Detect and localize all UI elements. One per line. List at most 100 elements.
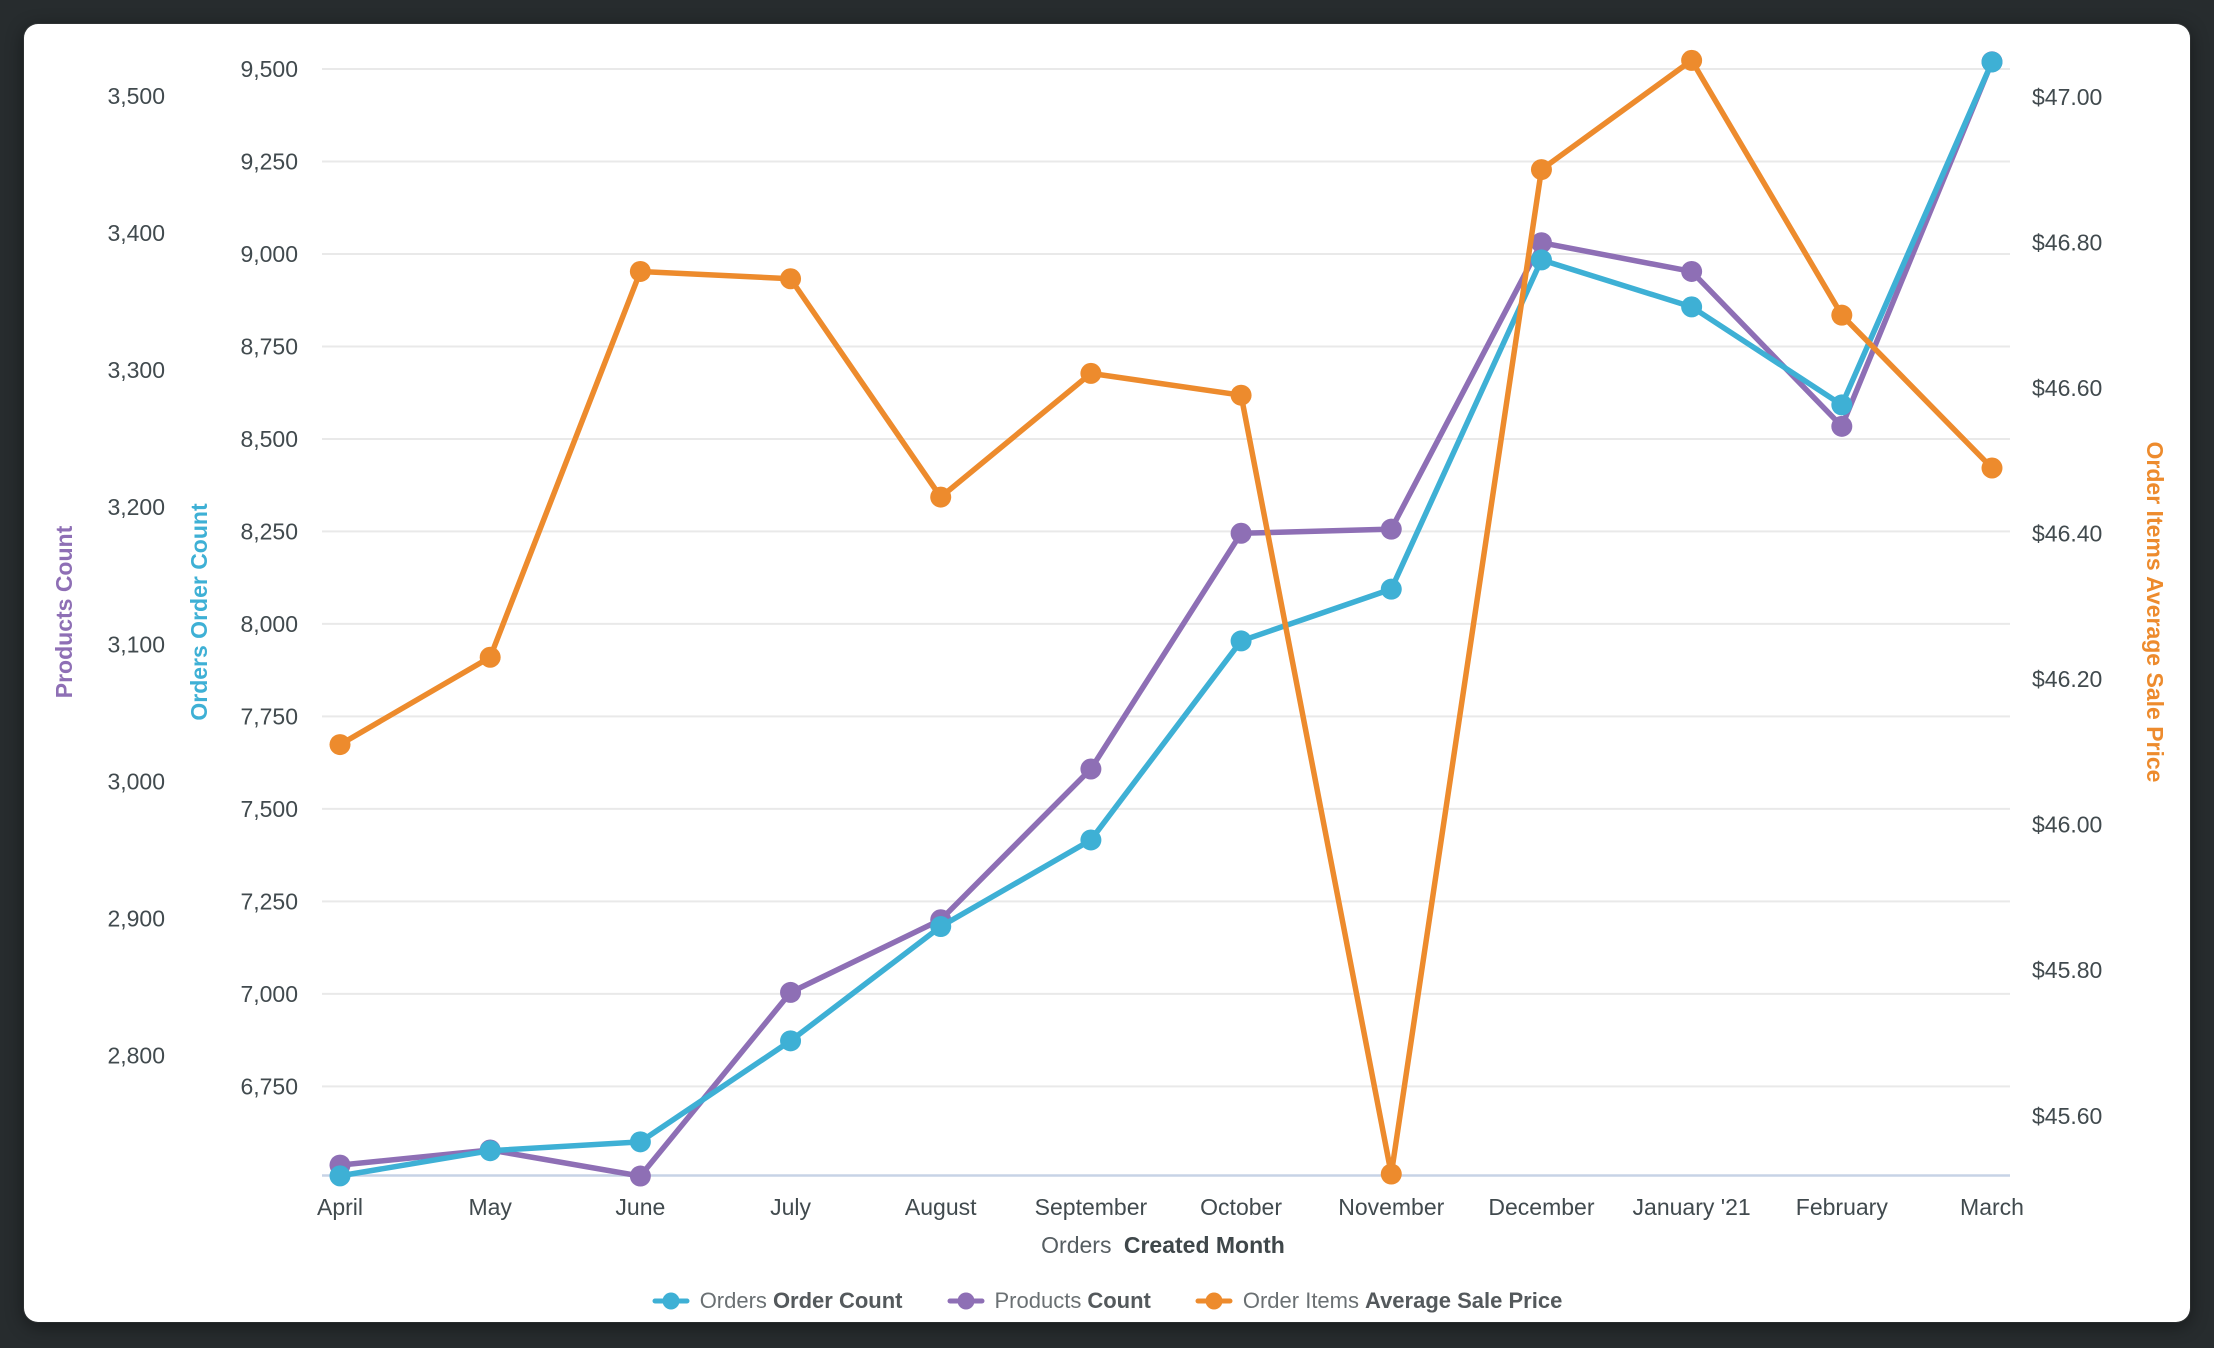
products-axis-tick-label: 3,000 bbox=[107, 768, 165, 794]
data-point-count[interactable] bbox=[329, 1165, 351, 1187]
price-axis-tick-label: $45.80 bbox=[2032, 957, 2102, 983]
count-axis-tick-label: 8,250 bbox=[240, 518, 298, 544]
data-point-price[interactable] bbox=[1080, 362, 1102, 384]
series-layer bbox=[329, 49, 2003, 1187]
legend-item-average-sale-price[interactable]: Order Items Average Sale Price bbox=[1195, 1288, 1562, 1314]
count-axis-tick-label: 7,500 bbox=[240, 796, 298, 822]
x-axis-month-label: September bbox=[1035, 1194, 1148, 1220]
data-point-price[interactable] bbox=[629, 260, 651, 282]
data-point-products[interactable] bbox=[1530, 232, 1552, 254]
x-axis-month-label: April bbox=[317, 1194, 363, 1220]
price-axis-tick-label: $45.60 bbox=[2032, 1103, 2102, 1129]
count-axis-tick-label: 7,250 bbox=[240, 888, 298, 914]
x-axis-month-label: June bbox=[615, 1194, 665, 1220]
legend-marker-line-dot-icon bbox=[1195, 1292, 1233, 1310]
products-axis-tick-label: 3,500 bbox=[107, 83, 165, 109]
data-point-price[interactable] bbox=[1981, 457, 2003, 479]
price-axis-tick-label: $47.00 bbox=[2032, 84, 2102, 110]
count-axis-tick-label: 9,000 bbox=[240, 241, 298, 267]
legend-label-regular: Order Items bbox=[1242, 1288, 1359, 1313]
price-axis-tick-label: $46.60 bbox=[2032, 375, 2102, 401]
x-axis-month-label: July bbox=[770, 1194, 811, 1220]
count-axis-tick-label: 6,750 bbox=[240, 1073, 298, 1099]
data-point-count[interactable] bbox=[1080, 829, 1102, 851]
data-point-count[interactable] bbox=[1681, 296, 1703, 318]
count-axis-tick-label: 9,500 bbox=[240, 56, 298, 82]
data-point-price[interactable] bbox=[1530, 159, 1552, 181]
x-axis-month-label: May bbox=[468, 1194, 512, 1220]
legend-item-products-count[interactable]: Products Count bbox=[947, 1288, 1151, 1314]
products-axis-tick-label: 2,900 bbox=[107, 905, 165, 931]
legend-label-bold: Order Count bbox=[772, 1288, 903, 1313]
legend-label-bold: Count bbox=[1087, 1288, 1151, 1313]
x-axis-month-label: December bbox=[1488, 1194, 1594, 1220]
data-point-price[interactable] bbox=[329, 734, 351, 756]
count-axis-tick-label: 7,000 bbox=[240, 981, 298, 1007]
legend-label-regular: Products bbox=[994, 1288, 1082, 1313]
series-line-count bbox=[337, 59, 1995, 1179]
data-point-products[interactable] bbox=[1831, 415, 1853, 437]
legend: Orders Order Count Products Count Order … bbox=[24, 1288, 2190, 1314]
products-axis-tick-label: 3,400 bbox=[107, 220, 165, 246]
legend-item-orders-order-count[interactable]: Orders Order Count bbox=[652, 1288, 903, 1314]
chart-card bbox=[24, 24, 2190, 1322]
legend-marker-line-dot-icon bbox=[947, 1292, 984, 1310]
gridlines-layer bbox=[322, 68, 2010, 1177]
data-point-products[interactable] bbox=[1080, 758, 1102, 780]
products-axis-tick-label: 3,200 bbox=[107, 494, 165, 520]
x-axis-month-label: March bbox=[1960, 1194, 2024, 1220]
products-axis-tick-label: 3,300 bbox=[107, 357, 165, 383]
data-point-count[interactable] bbox=[629, 1131, 651, 1153]
data-point-count[interactable] bbox=[1530, 249, 1552, 271]
legend-label-regular: Orders bbox=[699, 1288, 767, 1313]
data-point-price[interactable] bbox=[1230, 384, 1252, 406]
data-point-count[interactable] bbox=[1380, 578, 1402, 600]
data-point-count[interactable] bbox=[930, 916, 952, 938]
price-axis-tick-label: $46.40 bbox=[2032, 521, 2102, 547]
x-axis-title: Orders Created Month bbox=[1041, 1232, 1285, 1258]
legend-label-bold: Average Sale Price bbox=[1365, 1288, 1563, 1313]
y-axis-title-average-sale-price: Order Items Average Sale Price bbox=[2142, 442, 2168, 783]
products-axis-tick-label: 2,800 bbox=[107, 1042, 165, 1068]
count-axis-tick-label: 7,750 bbox=[240, 703, 298, 729]
y-axis-title-products-count: Products Count bbox=[51, 525, 77, 698]
x-axis-title-bold: Created Month bbox=[1124, 1232, 1285, 1258]
data-point-count[interactable] bbox=[1831, 394, 1853, 416]
data-point-count[interactable] bbox=[1981, 51, 2003, 73]
x-axis-title-regular: Orders bbox=[1041, 1232, 1111, 1258]
series-line-products bbox=[337, 59, 1995, 1179]
tick-labels-layer: 2,800 2,900 3,000 3,100 3,200 3,300 3,400 3,500… bbox=[107, 56, 2102, 1220]
data-point-price[interactable] bbox=[780, 268, 802, 290]
data-point-products[interactable] bbox=[1380, 518, 1402, 540]
data-point-price[interactable] bbox=[1831, 304, 1853, 326]
count-axis-tick-label: 8,750 bbox=[240, 333, 298, 359]
data-point-count[interactable] bbox=[1230, 630, 1252, 652]
series-line-price bbox=[337, 57, 1995, 1177]
data-point-count[interactable] bbox=[780, 1030, 802, 1052]
count-axis-tick-label: 8,500 bbox=[240, 426, 298, 452]
x-axis-month-label: August bbox=[905, 1194, 977, 1220]
x-axis-month-label: October bbox=[1200, 1194, 1282, 1220]
data-point-price[interactable] bbox=[930, 486, 952, 508]
count-axis-tick-label: 8,000 bbox=[240, 611, 298, 637]
data-point-products[interactable] bbox=[780, 981, 802, 1003]
data-point-products[interactable] bbox=[1681, 260, 1703, 282]
y-axis-title-orders-order-count: Orders Order Count bbox=[186, 503, 212, 721]
count-axis-tick-label: 9,250 bbox=[240, 148, 298, 174]
data-point-count[interactable] bbox=[479, 1140, 501, 1162]
data-point-price[interactable] bbox=[479, 646, 501, 668]
price-axis-tick-label: $46.80 bbox=[2032, 229, 2102, 255]
x-axis-month-label: February bbox=[1796, 1194, 1889, 1220]
data-point-price[interactable] bbox=[1380, 1163, 1402, 1185]
data-point-price[interactable] bbox=[1681, 49, 1703, 71]
price-axis-tick-label: $46.00 bbox=[2032, 812, 2102, 838]
legend-marker-line-dot-icon bbox=[652, 1292, 690, 1310]
x-axis-month-label: January '21 bbox=[1633, 1194, 1751, 1220]
data-point-products[interactable] bbox=[1230, 522, 1252, 544]
data-point-products[interactable] bbox=[629, 1165, 651, 1187]
products-axis-tick-label: 3,100 bbox=[107, 631, 165, 657]
x-axis-month-label: November bbox=[1338, 1194, 1444, 1220]
price-axis-tick-label: $46.20 bbox=[2032, 666, 2102, 692]
